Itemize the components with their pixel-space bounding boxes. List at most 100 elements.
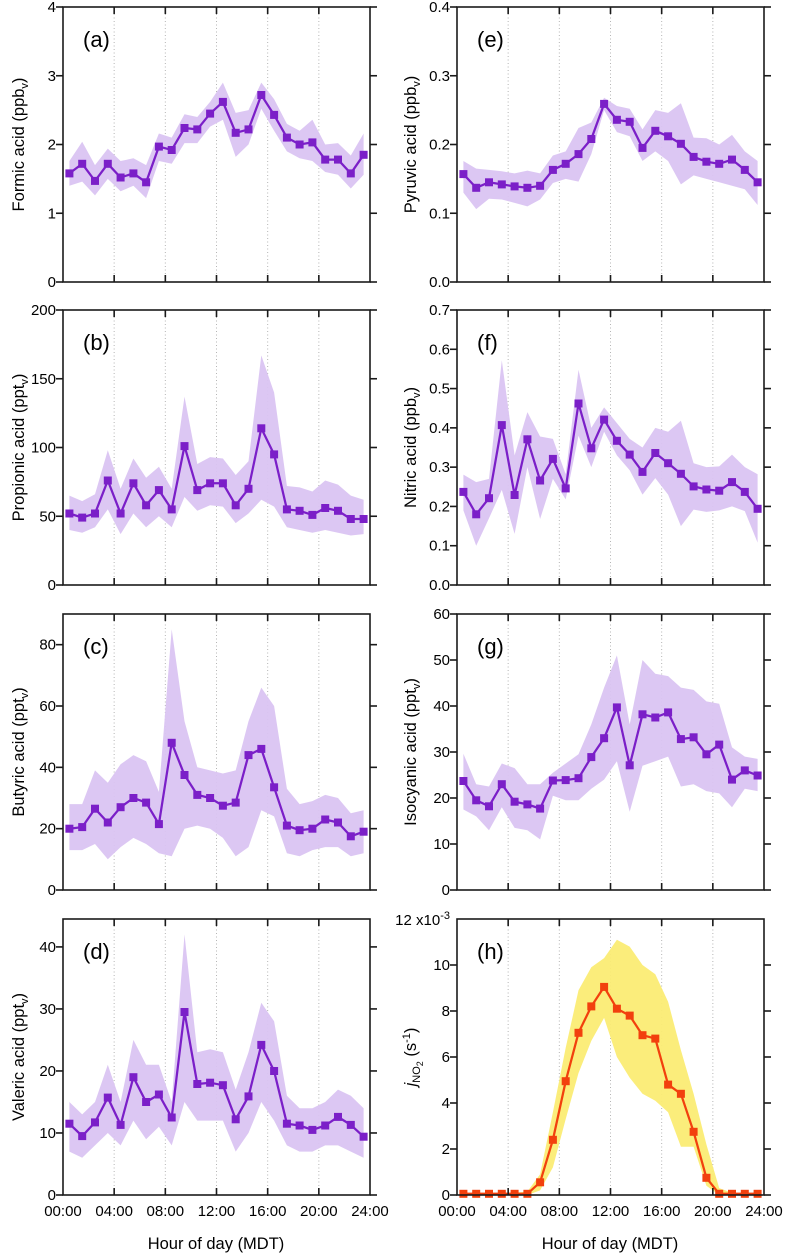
data-point-marker bbox=[523, 800, 532, 809]
y-tick-label: 200 bbox=[31, 302, 56, 319]
y-tick-label: 0.2 bbox=[429, 137, 450, 154]
data-point-marker bbox=[676, 735, 685, 744]
data-point-marker bbox=[308, 1125, 317, 1134]
data-point-marker bbox=[142, 178, 151, 187]
x-tick-label: 00:00 bbox=[44, 1203, 82, 1220]
data-point-marker bbox=[231, 128, 240, 137]
data-point-marker bbox=[116, 1120, 125, 1129]
y-tick-label: 60 bbox=[39, 698, 56, 715]
y-tick-label: 8 bbox=[442, 1003, 450, 1020]
data-point-marker bbox=[321, 155, 330, 164]
data-point-marker bbox=[359, 150, 368, 159]
data-point-marker bbox=[485, 1189, 493, 1198]
data-point-marker bbox=[270, 450, 279, 459]
data-point-marker bbox=[78, 159, 87, 168]
data-point-marker bbox=[548, 1135, 557, 1144]
data-point-marker bbox=[574, 150, 583, 159]
data-point-marker bbox=[728, 155, 736, 164]
data-point-marker bbox=[129, 794, 138, 802]
data-point-marker bbox=[485, 802, 493, 811]
y-axis-multiplier-label: 12 x10-3 bbox=[395, 910, 450, 929]
data-point-marker bbox=[638, 467, 647, 476]
data-point-marker bbox=[65, 509, 74, 518]
data-point-marker bbox=[116, 509, 125, 518]
data-point-marker bbox=[257, 744, 266, 753]
data-point-marker bbox=[103, 159, 112, 168]
data-point-marker bbox=[715, 159, 724, 168]
y-tick-label: 0 bbox=[48, 882, 56, 899]
data-point-marker bbox=[282, 133, 291, 142]
panel-a: 0 1 2 3 4 (a) Formic acid (ppbv) bbox=[10, 0, 377, 291]
data-point-marker bbox=[103, 476, 112, 485]
data-point-marker bbox=[702, 157, 711, 166]
y-tick-label: 60 bbox=[433, 606, 450, 623]
data-point-marker bbox=[193, 1080, 202, 1088]
data-point-marker bbox=[231, 1115, 240, 1124]
y-tick-label: 10 bbox=[433, 836, 450, 853]
data-point-marker bbox=[346, 169, 355, 178]
data-point-marker bbox=[282, 1119, 291, 1128]
y-tick-label: 10 bbox=[433, 957, 450, 974]
data-point-marker bbox=[346, 832, 355, 841]
y-axis-title: Butyric acid (pptv) bbox=[10, 687, 31, 816]
data-point-marker bbox=[180, 771, 189, 779]
y-tick-label: 20 bbox=[39, 821, 56, 838]
panel-letter: (b) bbox=[83, 330, 110, 355]
data-point-marker bbox=[218, 1081, 227, 1090]
y-tick-label: 4 bbox=[442, 1095, 450, 1112]
y-axis-title: Isocyanic acid (pptv) bbox=[402, 678, 423, 826]
data-point-marker bbox=[257, 91, 266, 99]
x-tick-label: 12:00 bbox=[198, 1203, 236, 1220]
data-point-marker bbox=[728, 775, 736, 784]
data-point-marker bbox=[359, 827, 368, 836]
data-point-marker bbox=[116, 173, 125, 182]
data-point-marker bbox=[612, 436, 621, 445]
data-point-marker bbox=[472, 1189, 481, 1198]
data-point-marker bbox=[740, 165, 749, 174]
data-point-marker bbox=[600, 99, 609, 108]
y-tick-label: 0.1 bbox=[429, 205, 450, 222]
data-point-marker bbox=[510, 491, 519, 499]
y-tick-label: 6 bbox=[442, 1049, 450, 1066]
data-point-marker bbox=[103, 818, 112, 827]
uncertainty-band bbox=[463, 655, 758, 840]
data-point-marker bbox=[651, 1034, 660, 1043]
data-point-marker bbox=[244, 1092, 253, 1101]
data-point-marker bbox=[651, 126, 660, 135]
data-point-marker bbox=[321, 504, 330, 512]
data-point-marker bbox=[346, 515, 355, 523]
y-tick-label: 20 bbox=[433, 790, 450, 807]
data-point-marker bbox=[548, 776, 557, 785]
y-tick-label: 0 bbox=[48, 577, 56, 594]
data-point-marker bbox=[600, 734, 609, 743]
y-axis-title: Propionic acid (pptv) bbox=[10, 374, 31, 522]
y-axis-title: jNO2 (s-1) bbox=[401, 1028, 425, 1089]
panel-d: 0 10 20 30 40 00:00 04:00 08:00 12:00 16:00 20:00 2… bbox=[10, 918, 389, 1253]
y-tick-label: 40 bbox=[39, 759, 56, 776]
data-point-marker bbox=[129, 169, 138, 178]
data-point-marker bbox=[231, 501, 240, 510]
data-point-marker bbox=[600, 982, 609, 991]
data-point-marker bbox=[548, 165, 557, 174]
y-tick-label: 0 bbox=[48, 274, 56, 291]
data-point-marker bbox=[308, 510, 317, 519]
y-tick-label: 80 bbox=[39, 637, 56, 654]
x-tick-label: 04:00 bbox=[95, 1203, 133, 1220]
data-point-marker bbox=[587, 753, 596, 762]
y-tick-label: 40 bbox=[39, 939, 56, 956]
data-point-marker bbox=[676, 139, 685, 148]
data-point-marker bbox=[689, 1127, 698, 1136]
y-tick-label: 100 bbox=[31, 440, 56, 457]
data-point-marker bbox=[523, 435, 532, 444]
data-point-marker bbox=[459, 487, 468, 496]
data-point-marker bbox=[536, 181, 545, 190]
data-point-marker bbox=[244, 125, 253, 134]
data-point-marker bbox=[334, 155, 342, 164]
y-tick-label: 3 bbox=[48, 68, 56, 85]
panel-g: 0 10 20 30 40 50 60 (g) Isocyanic acid (pptv) bbox=[402, 606, 771, 899]
y-tick-label: 0.4 bbox=[429, 0, 450, 16]
data-point-marker bbox=[270, 783, 279, 792]
data-point-marker bbox=[702, 1173, 711, 1182]
data-point-marker bbox=[180, 124, 189, 132]
